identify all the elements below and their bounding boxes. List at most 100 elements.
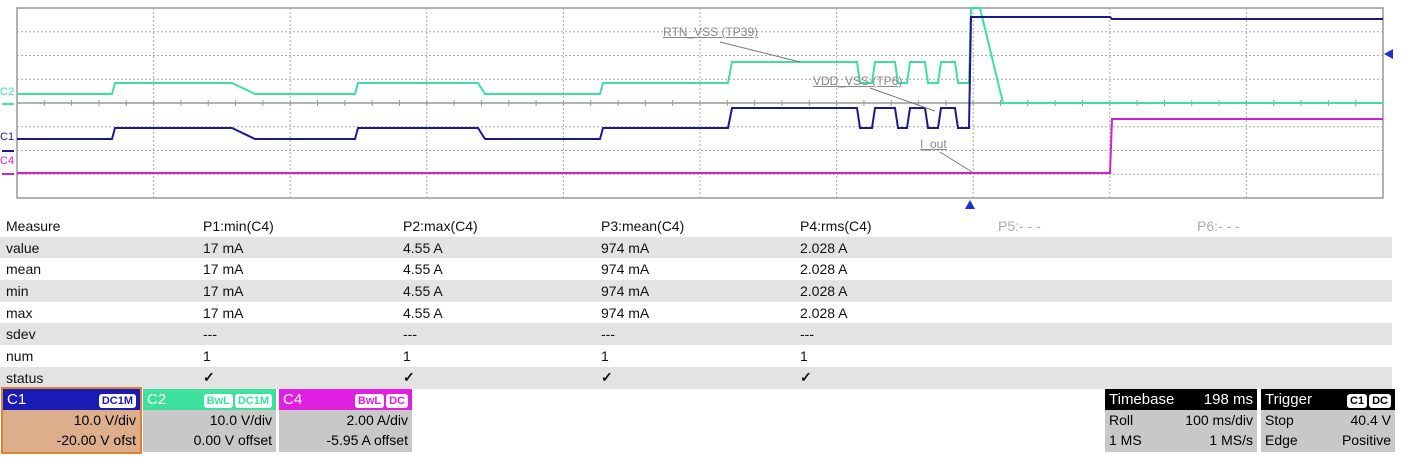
channel-name: C4: [283, 391, 303, 408]
table-row: min 17 mA 4.55 A 974 mA 2.028 A: [0, 280, 1392, 302]
table-cell: 17 mA: [197, 280, 397, 302]
table-cell: Measure: [6, 217, 61, 234]
table-cell: [1191, 236, 1392, 259]
table-cell: mean: [6, 261, 42, 278]
channel-offset: -5.95 A offset: [326, 432, 408, 448]
c1-trace: [17, 16, 1383, 140]
channel-name: C2: [147, 391, 167, 408]
table-row: num 1 1 1 1: [0, 345, 1392, 367]
table-cell: P2:max(C4): [403, 217, 478, 234]
table-cell: P3:mean(C4): [601, 217, 685, 234]
trigger-descriptor[interactable]: Trigger C1 DC Stop 40.4 V Edge Positive: [1261, 389, 1395, 452]
table-cell: [992, 323, 1191, 346]
table-cell: 2.028 A: [794, 280, 992, 302]
table-cell: [1191, 280, 1392, 302]
coupling-tag: DC: [386, 394, 408, 408]
trigger-time-marker-icon[interactable]: [965, 200, 975, 209]
table-cell: [1191, 366, 1392, 389]
table-cell: [992, 258, 1191, 280]
table-cell: [992, 236, 1191, 259]
table-cell: [992, 366, 1191, 389]
trigger-state: Stop: [1265, 412, 1294, 428]
trigger-level-marker-icon[interactable]: [1384, 49, 1393, 59]
table-cell: 4.55 A: [397, 280, 595, 302]
table-cell: 1: [403, 347, 411, 364]
table-cell: 1: [203, 347, 211, 364]
table-cell: 1: [800, 347, 808, 364]
channel-scale: 10.0 V/div: [209, 412, 272, 428]
table-cell: [1191, 302, 1392, 324]
channel-offset: 0.00 V offset: [193, 432, 272, 448]
trigger-level: 40.4 V: [1350, 412, 1391, 428]
table-cell: 974 mA: [601, 261, 650, 278]
timebase-rate: 1 MS/s: [1209, 432, 1253, 448]
table-cell: P6:- - -: [1197, 217, 1240, 234]
channel-scale: 2.00 A/div: [346, 412, 409, 428]
table-cell: 2.028 A: [800, 304, 848, 321]
table-cell: 1: [601, 347, 609, 364]
table-cell: 4.55 A: [403, 304, 443, 321]
table-cell: ✓: [197, 366, 397, 389]
bandwidth-tag: BwL: [203, 394, 233, 408]
table-cell: num: [6, 347, 34, 364]
table-row: sdev --- --- --- ---: [0, 323, 1392, 346]
table-cell: 974 mA: [595, 280, 794, 302]
trace-label-vdd-vss: VDD_VSS (TP6): [813, 74, 903, 88]
timebase-title: Timebase: [1109, 391, 1175, 408]
timebase-descriptor[interactable]: Timebase 198 ms Roll 100 ms/div 1 MS 1 MS/s: [1105, 389, 1257, 452]
table-row: value 17 mA 4.55 A 974 mA 2.028 A: [0, 236, 1392, 259]
trigger-type: Edge: [1265, 432, 1298, 448]
trigger-coupling-tag: DC: [1369, 394, 1391, 408]
table-cell: [1191, 345, 1392, 367]
table-cell: status: [0, 366, 197, 389]
table-cell: ✓: [397, 366, 595, 389]
table-cell: ---: [595, 323, 794, 346]
trigger-source-tag: C1: [1347, 394, 1368, 408]
table-cell: sdev: [0, 323, 197, 346]
trigger-slope: Positive: [1341, 432, 1391, 448]
table-cell: P5:- - -: [998, 217, 1041, 234]
c4-marker[interactable]: C4: [0, 155, 15, 167]
c1-marker[interactable]: C1: [0, 131, 15, 143]
table-cell: ---: [794, 323, 992, 346]
table-cell: ---: [397, 323, 595, 346]
table-row: max 17 mA 4.55 A 974 mA 2.028 A: [0, 302, 1392, 324]
table-cell: [1191, 258, 1392, 280]
measurement-table: Measure P1:min(C4) P2:max(C4) P3:mean(C4) P4…: [0, 215, 1392, 389]
channel-c2-descriptor[interactable]: C2 BwL DC1M 10.0 V/div 0.00 V offset: [143, 389, 276, 452]
timebase-mode: Roll: [1109, 412, 1134, 428]
table-cell: 4.55 A: [403, 261, 443, 278]
table-row: status ✓ ✓ ✓ ✓: [0, 366, 1392, 389]
table-cell: 2.028 A: [794, 236, 992, 259]
c2-marker[interactable]: C2: [0, 86, 15, 98]
channel-offset: -20.00 V ofst: [56, 432, 136, 448]
waveform-grid[interactable]: [0, 0, 1401, 212]
coupling-tag: DC1M: [98, 394, 136, 408]
table-cell: min: [0, 280, 197, 302]
table-cell: P4:rms(C4): [800, 217, 872, 234]
c4-trace: [17, 118, 1383, 174]
bandwidth-tag: BwL: [354, 394, 385, 408]
table-cell: [1191, 323, 1392, 346]
timebase-samples: 1 MS: [1109, 432, 1142, 448]
table-cell: [992, 280, 1191, 302]
table-cell: P1:min(C4): [203, 217, 274, 234]
channel-scale: 10.0 V/div: [73, 412, 136, 428]
table-cell: 974 mA: [601, 304, 650, 321]
channel-c4-descriptor[interactable]: C4 BwL DC 2.00 A/div -5.95 A offset: [279, 389, 412, 452]
table-cell: 974 mA: [595, 236, 794, 259]
table-cell: ---: [197, 323, 397, 346]
coupling-tag: DC1M: [234, 394, 272, 408]
table-row: mean 17 mA 4.55 A 974 mA 2.028 A: [0, 258, 1392, 280]
table-cell: max: [6, 304, 33, 321]
table-cell: 17 mA: [203, 261, 244, 278]
table-cell: value: [0, 236, 197, 259]
timebase-scale: 100 ms/div: [1185, 412, 1253, 428]
table-cell: 17 mA: [203, 304, 244, 321]
table-cell: [992, 345, 1191, 367]
table-cell: ✓: [794, 366, 992, 389]
channel-name: C1: [7, 391, 27, 408]
channel-c1-descriptor[interactable]: C1 DC1M 10.0 V/div -20.00 V ofst: [1, 387, 142, 454]
table-cell: 2.028 A: [800, 261, 848, 278]
trace-label-i-out: I_out: [920, 137, 947, 151]
